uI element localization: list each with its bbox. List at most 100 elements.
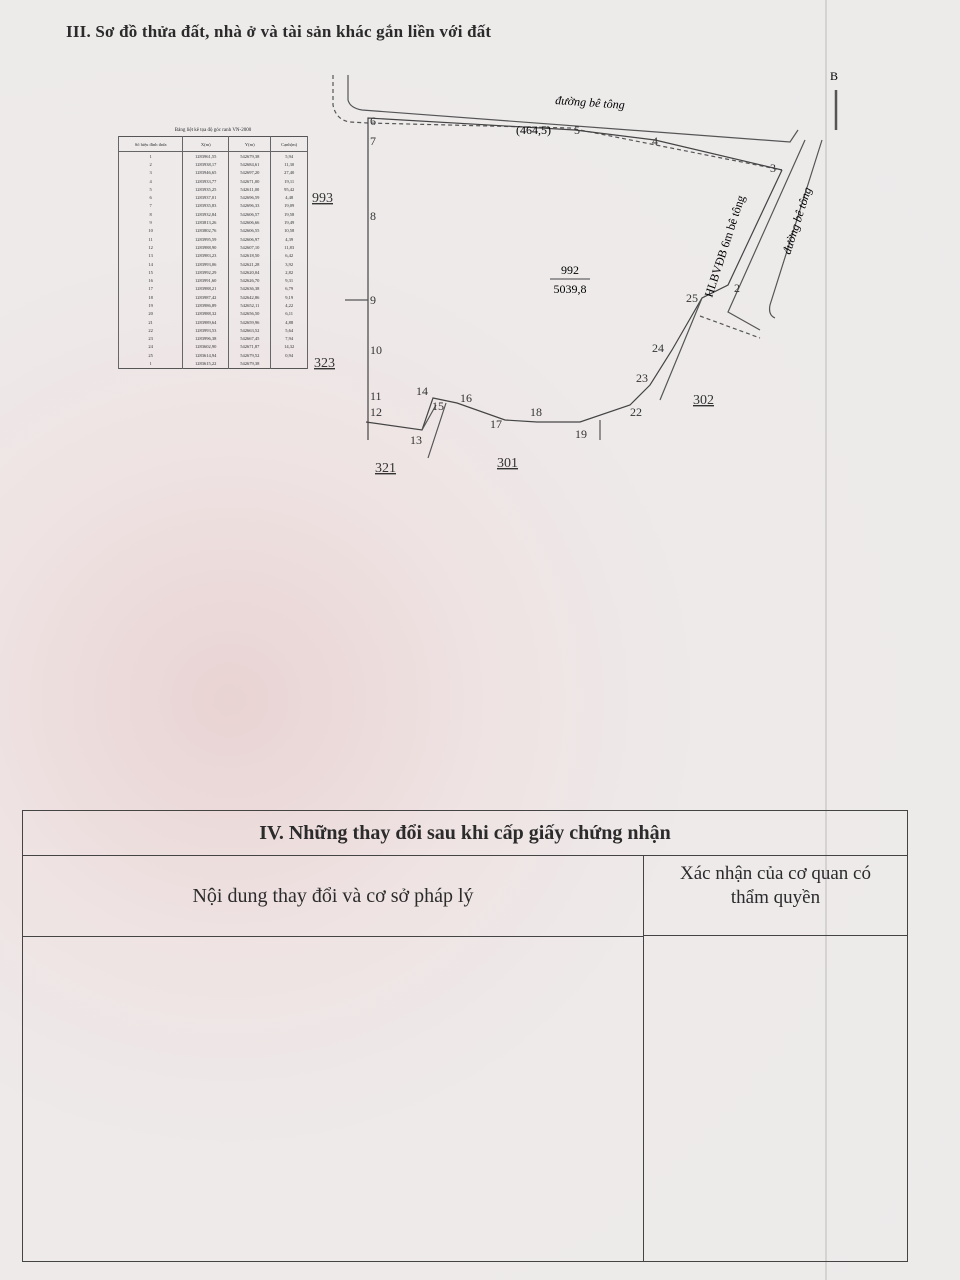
table-cell: 11,83 <box>270 243 308 252</box>
table-cell: 542663,52 <box>228 326 272 335</box>
boundary-point-label: 25 <box>686 291 698 305</box>
page-fold <box>825 0 827 1280</box>
coordinate-table: Bảng liệt kê tọa độ góc ranh VN-2000 Số … <box>117 128 308 369</box>
table-cell: 12 <box>117 243 184 252</box>
boundary-point-label: 5 <box>574 123 580 137</box>
table-cell: 23 <box>117 334 184 343</box>
section-4-table: IV. Những thay đổi sau khi cấp giấy chứn… <box>22 810 908 1262</box>
parcel-number: 992 <box>561 263 579 277</box>
road-area-label: (464,5) <box>516 123 551 137</box>
table-cell: 19,09 <box>270 201 308 211</box>
boundary-point-label: 17 <box>490 417 502 431</box>
table-cell: 15 <box>117 268 184 277</box>
parcel-area: 5039,8 <box>554 282 587 296</box>
table-cell: 542620,04 <box>228 268 272 277</box>
road-label-top: đường bê tông <box>555 93 625 112</box>
table-row: 4 1283933,77 542671,00 19,11 <box>117 176 308 186</box>
table-row: 15 1283992,29 542620,04 2,82 <box>117 268 308 277</box>
corridor-line <box>727 139 806 331</box>
table-row: 20 1283988,32 542656,50 6,11 <box>117 309 308 318</box>
table-cell: 19,11 <box>270 176 308 186</box>
table-cell: 20 <box>117 309 184 318</box>
boundary-point-label: 4 <box>652 134 658 148</box>
table-cell: 2,82 <box>270 268 308 277</box>
table-cell: 11 <box>117 234 184 244</box>
boundary-point-label: 2 <box>734 281 740 295</box>
table-cell: 24 <box>117 342 184 352</box>
table-cell: 542618,50 <box>228 251 272 260</box>
table-cell: 9,19 <box>270 293 308 302</box>
boundary-point-label: 11 <box>370 389 382 403</box>
table-cell: 542611,00 <box>228 185 272 194</box>
table-cell: 4,48 <box>270 193 308 202</box>
table-cell: 22 <box>117 326 184 335</box>
table-cell: 542606,66 <box>228 218 272 227</box>
boundary-point-label: 10 <box>370 343 382 357</box>
table-cell: 542679,38 <box>228 151 272 161</box>
table-cell: 9,31 <box>270 276 308 285</box>
table-cell: 11,30 <box>270 160 308 169</box>
table-cell: 542656,50 <box>228 309 272 318</box>
changes-cell <box>23 937 644 1261</box>
table-row: 5 1283935,25 542611,00 95,42 <box>117 185 308 194</box>
table-cell <box>270 359 308 369</box>
table-cell: 542606,55 <box>228 226 272 235</box>
boundary-point-label: 9 <box>370 293 376 307</box>
changes-column-header: Nội dung thay đổi và cơ sở pháp lý <box>23 856 644 937</box>
table-cell: 5,64 <box>270 326 308 335</box>
table-cell: 10,58 <box>270 226 308 235</box>
table-row: 10 1283802,76 542606,55 10,58 <box>117 226 308 235</box>
table-row: 3 1283946,65 542697,20 27,40 <box>117 168 308 177</box>
table-cell: 542626,70 <box>228 276 272 285</box>
table-row: 9 1283813,26 542606,66 19,49 <box>117 218 308 227</box>
boundary-point-label: 19 <box>575 427 587 441</box>
table-row: 11 1283995,59 542606,97 4,39 <box>117 234 308 244</box>
table-cell: 542696,33 <box>228 201 272 211</box>
section-4-title: IV. Những thay đổi sau khi cấp giấy chứn… <box>23 811 907 856</box>
table-row: 16 1283991,60 542626,70 9,31 <box>117 276 308 285</box>
boundary-point-label: 13 <box>410 433 422 447</box>
table-row: 1 1283615,22 542679,38 <box>117 359 308 369</box>
table-cell: 10 <box>117 226 184 235</box>
table-cell: 542679,52 <box>228 351 272 360</box>
table-cell: 19,58 <box>270 210 308 219</box>
table-row: 25 1283614,94 542679,52 0,94 <box>117 351 308 360</box>
table-cell: 542621,28 <box>228 259 272 269</box>
table-cell: 0,94 <box>270 351 308 360</box>
table-row: 18 1283987,42 542642,86 9,19 <box>117 293 308 302</box>
table-cell: 542606,97 <box>228 234 272 244</box>
table-cell: 4 <box>117 176 184 186</box>
corridor-outer <box>659 297 703 401</box>
north-label: B <box>830 69 838 83</box>
table-row: 7 1283935,83 542696,33 19,09 <box>117 201 308 211</box>
road-edge-top <box>347 75 799 143</box>
table-cell: 5 <box>117 185 184 194</box>
table-cell: 18 <box>117 293 184 302</box>
boundary-point-label: 3 <box>770 161 776 175</box>
table-row: 1 1283961,55 542679,38 5,94 <box>117 151 308 161</box>
table-row: 24 1283602,90 542671,87 14,32 <box>117 342 308 352</box>
table-cell: 542636,38 <box>228 284 272 294</box>
table-cell: 7,94 <box>270 334 308 343</box>
table-row: 22 1283993,53 542663,52 5,64 <box>117 326 308 335</box>
table-cell: 3,92 <box>270 259 308 269</box>
table-cell: 14 <box>117 259 184 269</box>
table-row: 21 1283989,64 542659,96 4,88 <box>117 317 308 327</box>
table-cell: 19 <box>117 301 184 310</box>
table-cell: 6,79 <box>270 284 308 294</box>
boundary-point-label: 24 <box>652 341 664 355</box>
table-cell: 6,42 <box>270 251 308 260</box>
table-cell: 25 <box>117 351 184 360</box>
table-cell: 17 <box>117 284 184 294</box>
neighbor-parcel-number: 993 <box>312 191 333 206</box>
table-cell: 542659,96 <box>228 317 272 327</box>
coordinate-table-caption: Bảng liệt kê tọa độ góc ranh VN-2000 <box>174 128 252 133</box>
table-cell: 4,39 <box>270 234 308 244</box>
boundary-point-label: 6 <box>370 114 376 128</box>
table-cell: 9 <box>117 218 184 227</box>
table-row: 13 1283983,23 542618,50 6,42 <box>117 251 308 260</box>
boundary-point-label: 7 <box>370 134 376 148</box>
table-cell: 542679,38 <box>228 359 272 369</box>
table-cell: 5,94 <box>270 151 308 161</box>
boundary-point-label: 14 <box>416 384 428 398</box>
